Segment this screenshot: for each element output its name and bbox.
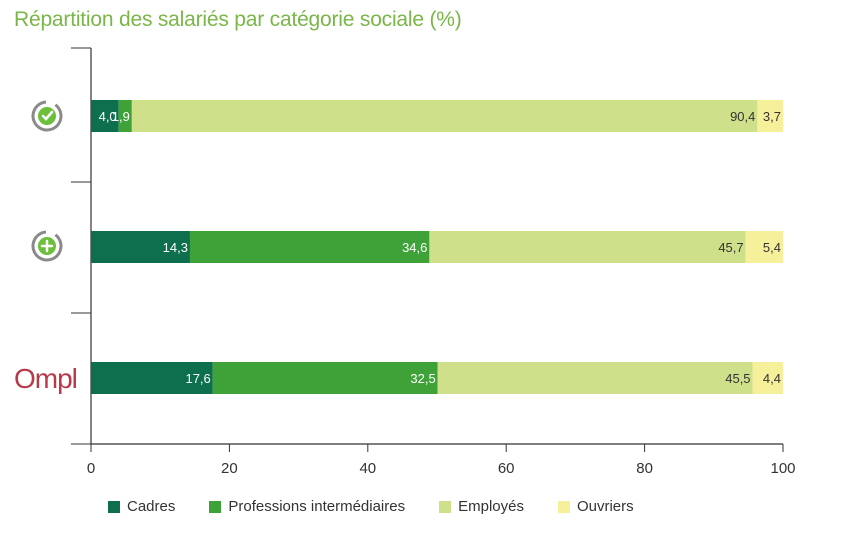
ompl-logo: Ompl [14,363,77,394]
legend-label: Employés [458,498,524,515]
bar-segment [745,231,783,263]
legend-label: Ouvriers [576,498,634,515]
bar-segment [189,231,430,263]
bar-value-label: 45,5 [725,371,750,386]
bar-segment [429,231,746,263]
bar-segment [91,231,190,263]
bar-value-label: 1,9 [112,109,130,124]
bar-value-label: 90,4 [730,109,755,124]
legend-item: Employés [439,498,524,515]
legend-swatch [439,500,452,513]
bar-value-label: 4,4 [763,371,781,386]
bar-segment [757,100,783,132]
check-logo-icon [31,100,63,132]
bars: 4,01,9 90,4 3,7 14,3 34,6 45,7 5,4 17,6 32,5 45,5… [91,100,783,394]
bar-value-label: 5,4 [763,240,781,255]
legend-swatch [557,500,570,513]
bar-segment [118,100,132,132]
bar-value-label: 3,7 [763,109,781,124]
legend: Cadres Professions intermédiaires Employés… [108,498,668,515]
bar-value-label: 4,0 [99,109,117,124]
bar-segment [91,100,119,132]
x-tick-label: 80 [636,460,653,477]
bar-segment [437,362,753,394]
x-tick-label: 40 [359,460,376,477]
legend-item: Ouvriers [557,498,634,515]
bar-value-label: 45,7 [718,240,743,255]
row-logos: Ompl [14,100,78,394]
legend-swatch [209,500,222,513]
x-tick-label: 60 [498,460,515,477]
x-tick-label: 0 [87,460,95,477]
bar-value-label: 14,3 [163,240,188,255]
plus-logo-icon [31,230,63,262]
legend-swatch [108,500,120,513]
legend-label: Cadres [127,498,176,515]
x-tick-label: 100 [770,460,795,477]
bar-segment [212,362,438,394]
bar-value-label: 32,5 [410,371,435,386]
legend-item: Cadres [108,498,175,515]
chart-title: Répartition des salariés par catégorie s… [14,8,462,31]
bar-segment [131,100,758,132]
legend-item: Professions intermédiaires [209,498,405,515]
bar-segment [91,362,213,394]
bar-value-label: 17,6 [185,371,210,386]
bar-value-label: 34,6 [402,240,427,255]
x-tick-label: 20 [221,460,238,477]
bar-segment [752,362,783,394]
legend-label: Professions intermédiaires [228,498,406,515]
